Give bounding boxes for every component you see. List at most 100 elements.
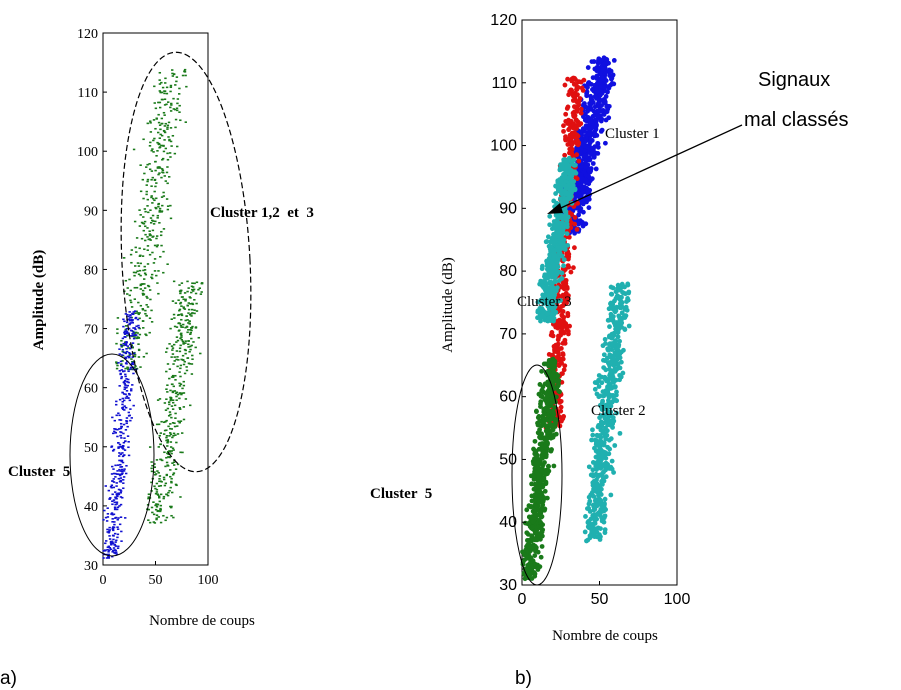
x-tick-label: 50 [149,573,163,588]
data-point-series-0 [129,289,133,292]
data-point-series-0 [160,91,164,94]
data-point-series-0 [146,122,149,125]
data-point-series-2 [105,553,108,556]
data-point-series-0 [155,207,158,210]
data-point-series-1 [174,379,177,381]
data-point-series-2 [118,353,121,355]
data-point-series-0 [585,84,590,90]
data-point-series-3 [605,346,611,352]
data-point-series-0 [151,229,155,232]
data-point-series-4 [548,433,554,439]
data-point-series-1 [184,340,187,342]
data-point-series-3 [626,290,631,296]
data-point-series-0 [169,204,172,207]
data-point-series-1 [183,308,187,310]
data-point-series-0 [583,164,589,170]
data-point-series-3 [607,324,612,330]
data-point-series-1 [562,363,568,369]
data-point-series-1 [574,152,580,158]
data-point-series-2 [122,325,125,328]
data-point-series-2 [116,533,120,536]
data-point-series-1 [195,302,198,305]
data-point-series-2 [107,549,111,552]
data-point-series-2 [122,351,126,354]
data-point-series-1 [185,369,189,372]
panel-b-x-axis-label: Nombre de coups [552,628,658,644]
data-point-series-2 [572,187,578,193]
data-point-series-0 [175,80,178,83]
data-point-series-2 [115,403,118,406]
data-point-series-4 [535,430,541,436]
data-point-series-0 [134,312,137,315]
data-point-series-3 [622,326,628,332]
data-point-series-0 [160,117,164,120]
data-point-series-0 [144,210,147,213]
data-point-series-0 [121,360,124,362]
data-point-series-2 [113,521,116,523]
data-point-series-1 [168,411,172,413]
data-point-series-0 [145,304,148,306]
data-point-series-1 [184,326,187,329]
data-point-series-0 [172,97,175,100]
data-point-series-0 [148,163,151,165]
data-point-series-1 [571,125,577,131]
data-point-series-0 [170,104,173,106]
data-point-series-2 [118,452,121,454]
data-point-series-2 [129,329,133,332]
data-point-series-2 [116,518,119,521]
data-point-series-4 [537,488,543,494]
data-point-series-2 [132,311,135,313]
data-point-series-1 [569,147,575,152]
data-point-series-2 [119,480,123,483]
data-point-series-0 [138,225,142,227]
data-point-series-1 [189,331,193,334]
data-point-series-1 [569,141,575,146]
data-point-series-0 [145,295,148,298]
data-point-series-1 [169,506,173,509]
data-point-series-0 [116,317,120,319]
data-point-series-1 [182,384,186,387]
data-point-series-3 [617,355,623,361]
data-point-series-4 [534,470,540,476]
data-point-series-2 [132,334,135,337]
data-point-series-1 [550,333,556,339]
data-point-series-0 [143,248,146,251]
data-point-series-2 [124,336,127,338]
data-point-series-1 [574,117,579,123]
data-point-series-2 [113,428,116,430]
data-point-series-0 [149,122,152,124]
data-point-series-4 [556,388,562,394]
data-point-series-0 [594,89,600,95]
data-point-series-1 [186,319,189,321]
data-point-series-0 [169,140,173,143]
data-point-series-1 [170,376,174,378]
data-point-series-2 [112,478,115,480]
data-point-series-2 [112,486,116,489]
data-point-series-0 [139,262,142,265]
data-point-series-2 [128,319,132,322]
data-point-series-4 [541,407,547,412]
data-point-series-2 [131,384,134,386]
data-point-series-2 [116,536,119,539]
data-point-series-0 [163,125,167,127]
data-point-series-1 [155,488,159,491]
data-point-series-1 [165,347,169,350]
data-point-series-1 [180,318,183,321]
data-point-series-0 [126,293,129,295]
data-point-series-0 [157,131,160,134]
data-point-series-3 [617,430,623,436]
data-point-series-2 [118,369,122,372]
data-point-series-0 [155,274,158,277]
data-point-series-2 [122,479,125,481]
data-point-series-1 [179,496,182,498]
panel-a-annotation-cluster-123: Cluster 1,2 et 3 [210,205,314,221]
data-point-series-0 [174,126,177,129]
data-point-series-2 [123,333,127,335]
data-point-series-1 [571,75,576,81]
data-point-series-4 [542,460,547,465]
data-point-series-2 [120,530,123,533]
data-point-series-4 [549,447,554,452]
y-tick-label: 120 [77,27,98,42]
data-point-series-4 [553,431,559,437]
